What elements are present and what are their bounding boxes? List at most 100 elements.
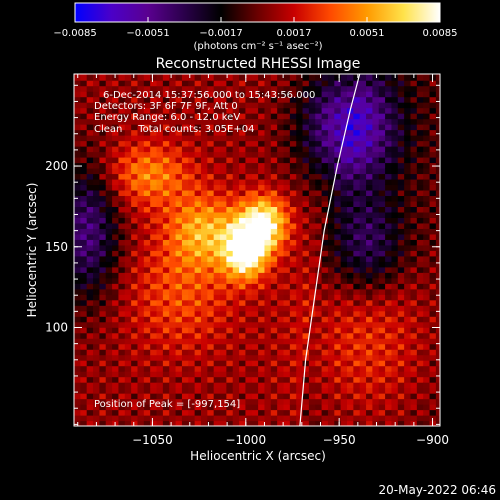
- heatmap-cell: [270, 310, 278, 317]
- heatmap-cell: [80, 354, 88, 361]
- heatmap-cell: [105, 102, 113, 109]
- heatmap-cell: [429, 277, 437, 284]
- heatmap-cell: [220, 74, 227, 81]
- heatmap-cell: [207, 266, 215, 273]
- heatmap-cell: [327, 349, 335, 356]
- heatmap-cell: [169, 343, 177, 350]
- heatmap-cell: [118, 415, 126, 422]
- heatmap-cell: [74, 189, 81, 197]
- heatmap-cell: [93, 338, 100, 345]
- heatmap-cell: [416, 222, 424, 229]
- heatmap-cell: [239, 376, 247, 383]
- heatmap-cell: [416, 233, 424, 240]
- heatmap-cell: [302, 343, 310, 350]
- heatmap-cell: [220, 321, 227, 328]
- heatmap-cell: [359, 316, 367, 323]
- heatmap-cell: [378, 217, 386, 224]
- heatmap-cell: [340, 338, 348, 345]
- heatmap-cell: [162, 211, 170, 218]
- heatmap-cell: [321, 332, 329, 339]
- heatmap-cell: [239, 382, 247, 389]
- heatmap-cell: [321, 167, 329, 175]
- heatmap-cell: [258, 387, 266, 394]
- heatmap-cell: [429, 283, 437, 290]
- heatmap-cell: [423, 244, 431, 251]
- heatmap-cell: [340, 217, 348, 224]
- heatmap-cell: [423, 387, 431, 394]
- heatmap-cell: [359, 261, 367, 268]
- heatmap-cell: [258, 129, 266, 136]
- heatmap-cell: [232, 305, 240, 312]
- heatmap-cell: [118, 206, 126, 213]
- heatmap-cell: [175, 233, 183, 240]
- heatmap-cell: [188, 316, 196, 323]
- heatmap-cell: [162, 305, 170, 312]
- heatmap-cell: [245, 371, 253, 378]
- heatmap-cell: [162, 327, 170, 334]
- heatmap-cell: [118, 376, 126, 383]
- heatmap-cell: [308, 228, 316, 235]
- heatmap-cell: [423, 409, 431, 416]
- heatmap-cell: [245, 299, 253, 306]
- heatmap-cell: [86, 178, 94, 186]
- heatmap-cell: [175, 250, 183, 257]
- heatmap-cell: [359, 321, 367, 328]
- heatmap-cell: [353, 250, 361, 257]
- heatmap-cell: [347, 146, 354, 153]
- heatmap-cell: [162, 354, 170, 361]
- heatmap-cell: [188, 250, 196, 257]
- heatmap-cell: [296, 239, 304, 246]
- heatmap-cell: [156, 420, 164, 426]
- heatmap-cell: [200, 288, 208, 295]
- heatmap-cell: [74, 107, 81, 114]
- heatmap-cell: [93, 124, 100, 131]
- heatmap-cell: [200, 420, 208, 426]
- heatmap-cell: [245, 222, 253, 229]
- heatmap-cell: [150, 393, 158, 400]
- heatmap-cell: [213, 102, 221, 109]
- heatmap-cell: [188, 294, 196, 301]
- heatmap-cell: [270, 398, 278, 405]
- heatmap-cell: [86, 162, 94, 169]
- heatmap-cell: [397, 222, 405, 229]
- heatmap-cell: [137, 420, 145, 426]
- heatmap-cell: [118, 200, 126, 208]
- heatmap-cell: [131, 305, 139, 312]
- heatmap-cell: [423, 321, 431, 328]
- heatmap-cell: [302, 283, 310, 290]
- heatmap-cell: [423, 332, 431, 339]
- heatmap-cell: [366, 195, 374, 202]
- heatmap-cell: [347, 393, 354, 400]
- heatmap-cell: [270, 233, 278, 240]
- heatmap-cell: [347, 288, 354, 295]
- heatmap-cell: [112, 299, 120, 306]
- heatmap-cell: [131, 277, 139, 284]
- heatmap-cell: [181, 409, 189, 416]
- heatmap-cell: [397, 250, 405, 257]
- heatmap-cell: [137, 272, 145, 279]
- heatmap-cell: [391, 178, 399, 186]
- heatmap-cell: [251, 91, 259, 98]
- heatmap-cell: [321, 195, 329, 202]
- heatmap-cell: [188, 420, 196, 426]
- heatmap-cell: [423, 382, 431, 389]
- heatmap-cell: [277, 244, 285, 251]
- heatmap-cell: [302, 387, 310, 394]
- heatmap-cell: [423, 338, 431, 345]
- heatmap-cell: [169, 376, 177, 383]
- heatmap-cell: [86, 222, 94, 229]
- heatmap-cell: [156, 415, 164, 422]
- heatmap-cell: [416, 239, 424, 246]
- heatmap-cell: [289, 255, 297, 262]
- heatmap-cell: [156, 382, 164, 389]
- heatmap-cell: [74, 354, 81, 361]
- heatmap-cell: [404, 118, 412, 125]
- heatmap-cell: [150, 332, 158, 339]
- heatmap-cell: [404, 184, 412, 191]
- heatmap-cell: [340, 140, 348, 147]
- heatmap-cell: [251, 118, 259, 125]
- heatmap-cell: [213, 222, 221, 229]
- heatmap-cell: [385, 107, 393, 114]
- heatmap-cell: [264, 211, 272, 218]
- heatmap-cell: [264, 327, 272, 334]
